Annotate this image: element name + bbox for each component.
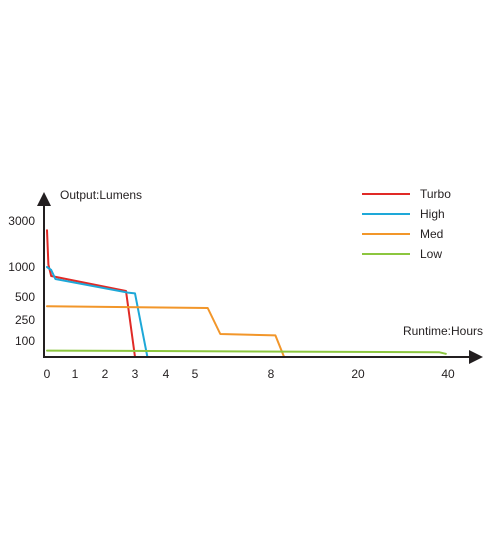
series-line-low xyxy=(46,349,447,355)
x-axis-arrow xyxy=(469,350,483,364)
y-tick-label-250: 250 xyxy=(15,313,35,327)
x-tick-label-20: 20 xyxy=(351,367,365,381)
series-line-med xyxy=(46,305,286,358)
y-axis-arrow xyxy=(37,192,51,206)
x-axis-title: Runtime:Hours xyxy=(403,324,483,338)
y-tick-labels: 3000 1000 500 250 100 xyxy=(8,214,35,348)
legend-label-med: Med xyxy=(420,227,443,241)
y-tick-label-500: 500 xyxy=(15,290,35,304)
x-tick-label-1: 1 xyxy=(72,367,79,381)
x-tick-label-3: 3 xyxy=(132,367,139,381)
x-tick-label-0: 0 xyxy=(44,367,51,381)
y-axis-title: Output:Lumens xyxy=(60,188,142,202)
y-tick-label-100: 100 xyxy=(15,334,35,348)
x-tick-label-8: 8 xyxy=(268,367,275,381)
x-tick-label-5: 5 xyxy=(192,367,199,381)
legend-label-low: Low xyxy=(420,247,442,261)
x-tick-label-40: 40 xyxy=(441,367,455,381)
axes xyxy=(37,192,483,364)
x-tick-labels: 0 1 2 3 4 5 8 20 40 xyxy=(44,367,455,381)
x-tick-label-2: 2 xyxy=(102,367,109,381)
legend-label-turbo: Turbo xyxy=(420,187,451,201)
y-tick-label-3000: 3000 xyxy=(8,214,35,228)
y-tick-label-1000: 1000 xyxy=(8,260,35,274)
series-line-turbo xyxy=(46,229,136,358)
series-line-high xyxy=(46,266,149,358)
legend: Turbo High Med Low xyxy=(362,187,451,261)
legend-label-high: High xyxy=(420,207,445,221)
x-tick-label-4: 4 xyxy=(163,367,170,381)
series-lines xyxy=(46,229,447,358)
